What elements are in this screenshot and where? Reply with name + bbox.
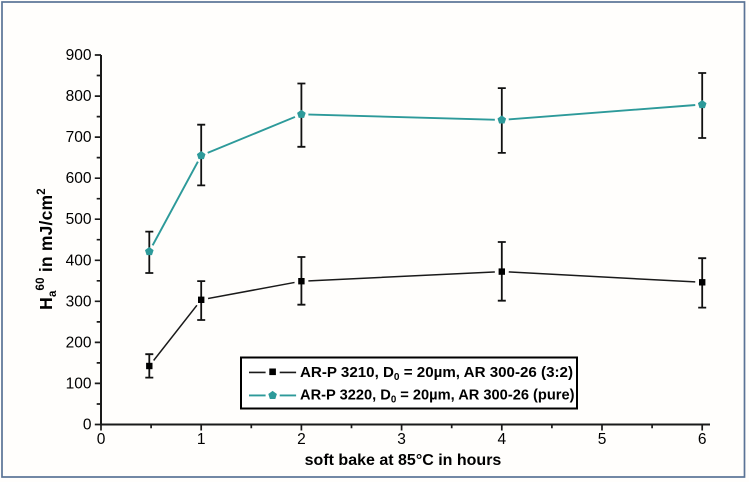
svg-text:700: 700	[66, 129, 92, 146]
svg-text:400: 400	[66, 252, 92, 269]
svg-text:2: 2	[297, 431, 306, 448]
svg-text:3: 3	[397, 431, 406, 448]
svg-text:600: 600	[66, 170, 92, 187]
svg-text:100: 100	[66, 375, 92, 392]
svg-text:5: 5	[598, 431, 607, 448]
svg-text:AR-P 3210, D0 = 20µm, AR 300-2: AR-P 3210, D0 = 20µm, AR 300-26 (3:2)	[300, 364, 573, 383]
svg-text:1: 1	[197, 431, 206, 448]
svg-text:300: 300	[66, 293, 92, 310]
svg-text:900: 900	[66, 47, 92, 64]
svg-text:4: 4	[497, 431, 506, 448]
svg-text:AR-P 3220, D0 = 20µm, AR 300-2: AR-P 3220, D0 = 20µm, AR 300-26 (pure)	[300, 386, 575, 405]
svg-text:800: 800	[66, 88, 92, 105]
svg-text:soft bake at 85°C in hours: soft bake at 85°C in hours	[305, 452, 502, 469]
svg-text:200: 200	[66, 334, 92, 351]
svg-text:0: 0	[97, 431, 106, 448]
svg-text:0: 0	[83, 417, 92, 434]
svg-text:6: 6	[698, 431, 707, 448]
svg-text:500: 500	[66, 211, 92, 228]
